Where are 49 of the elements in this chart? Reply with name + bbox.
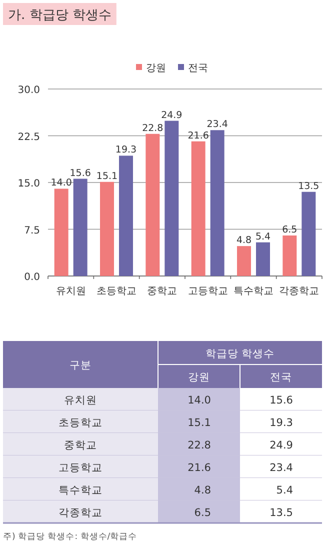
text: 15.1 xyxy=(188,416,211,429)
category-label: 특수학교 xyxy=(58,484,102,496)
legend-label: 전국 xyxy=(188,63,208,74)
text: 학급당 학생수 xyxy=(205,348,275,360)
data-label: 21.6 xyxy=(188,130,209,142)
x-tick-label: 각종학교 xyxy=(279,286,320,297)
category-label: 각종학교 xyxy=(58,506,102,519)
data-label: 23.4 xyxy=(206,119,228,130)
text: 19.3 xyxy=(270,416,293,429)
data-label: 13.5 xyxy=(298,180,320,192)
data-label: 24.9 xyxy=(161,110,182,121)
data-label: 6.5 xyxy=(282,224,298,236)
y-tick-label: 22.5 xyxy=(18,132,40,143)
legend-label: 강원 xyxy=(146,63,166,74)
chart-title: 가. 학급당 학생수 xyxy=(8,8,112,23)
data-label: 19.3 xyxy=(115,144,137,156)
data-label: 15.6 xyxy=(70,168,91,179)
data-label: 5.4 xyxy=(255,231,271,242)
x-tick-label: 초등학교 xyxy=(96,286,136,297)
x-tick-label: 유치원 xyxy=(56,286,86,297)
data-label: 14.0 xyxy=(50,178,72,189)
category-label: 중학교 xyxy=(64,439,97,452)
text: 5.4 xyxy=(276,484,293,496)
text: 13.5 xyxy=(270,506,293,519)
category-label: 고등학교 xyxy=(58,462,102,474)
y-tick-label: 15.0 xyxy=(18,178,40,190)
data-label: 4.8 xyxy=(236,235,252,246)
text: 6.5 xyxy=(194,506,211,519)
data-label: 22.8 xyxy=(142,122,164,134)
text: 구분 xyxy=(70,360,92,372)
text: 23.4 xyxy=(270,462,293,474)
text: 22.8 xyxy=(188,439,211,452)
category-label: 유치원 xyxy=(64,394,97,406)
text: 24.9 xyxy=(270,439,293,452)
data-label: 15.1 xyxy=(96,170,118,182)
category-label: 초등학교 xyxy=(58,416,102,429)
x-tick-label: 특수학교 xyxy=(234,286,274,297)
y-tick-label: 0.0 xyxy=(24,272,40,283)
text: 주) 학급당 학생수: 학생수/학급수 xyxy=(3,532,138,542)
y-tick-label: 7.5 xyxy=(24,225,40,236)
text: 4.8 xyxy=(194,484,211,496)
x-tick-label: 고등학교 xyxy=(188,286,228,297)
text: 15.6 xyxy=(270,394,293,406)
y-tick-label: 30.0 xyxy=(18,85,40,96)
text: 14.0 xyxy=(188,394,211,406)
text: 21.6 xyxy=(188,462,211,474)
x-tick-label: 중학교 xyxy=(147,286,178,297)
text: 강원 xyxy=(188,371,210,384)
text: 전국 xyxy=(270,371,292,384)
